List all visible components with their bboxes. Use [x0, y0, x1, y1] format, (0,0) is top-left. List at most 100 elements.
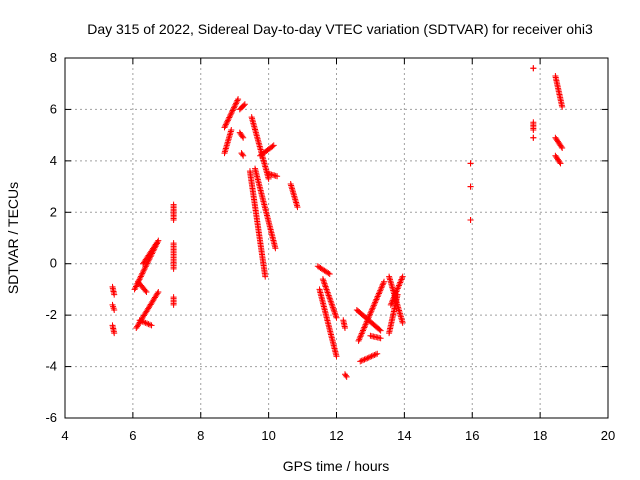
data-point — [361, 356, 368, 363]
data-point — [137, 274, 144, 281]
data-point — [148, 322, 155, 329]
data-point — [228, 108, 235, 115]
data-point — [239, 133, 246, 140]
data-point — [530, 65, 537, 72]
data-point — [142, 263, 149, 270]
data-point — [360, 326, 367, 333]
data-point — [370, 303, 377, 310]
data-point — [144, 320, 151, 327]
data-point — [321, 280, 328, 287]
data-point — [320, 279, 327, 286]
data-point — [141, 266, 148, 273]
data-point — [330, 305, 337, 312]
data-point — [361, 324, 368, 331]
data-point — [322, 282, 329, 289]
data-point — [394, 286, 401, 293]
data-point — [356, 334, 363, 341]
data-point — [331, 310, 338, 317]
data-point — [397, 278, 404, 285]
data-point — [324, 289, 331, 296]
data-point — [399, 273, 406, 280]
x-tick-label: 4 — [61, 428, 68, 443]
data-point — [147, 321, 154, 328]
data-point — [374, 293, 381, 300]
data-point — [367, 353, 374, 360]
data-point — [368, 353, 375, 360]
data-point — [327, 296, 334, 303]
x-tick-label: 12 — [329, 428, 343, 443]
data-point — [140, 267, 147, 274]
data-point — [380, 280, 387, 287]
data-point — [222, 123, 229, 130]
data-point — [397, 279, 404, 286]
data-point — [374, 350, 381, 357]
data-point — [269, 143, 276, 150]
data-point — [355, 337, 362, 344]
x-axis-label: GPS time / hours — [283, 458, 390, 474]
data-point — [229, 107, 236, 114]
data-point — [559, 145, 566, 151]
data-point — [333, 353, 340, 360]
data-point — [231, 103, 238, 110]
data-point — [170, 217, 177, 223]
data-point — [329, 304, 336, 311]
data-point — [241, 101, 248, 108]
x-tick-label: 8 — [197, 428, 204, 443]
data-point — [330, 307, 337, 314]
data-point — [111, 307, 118, 313]
data-point — [364, 355, 371, 362]
y-tick-label: -2 — [45, 307, 57, 322]
data-point — [371, 352, 378, 358]
data-point — [377, 287, 384, 294]
data-point — [227, 111, 234, 118]
data-point — [230, 106, 237, 113]
data-point — [377, 335, 384, 342]
data-point — [152, 241, 159, 248]
data-point — [154, 290, 161, 297]
data-point — [360, 327, 367, 334]
data-point — [342, 372, 349, 379]
data-point — [376, 289, 383, 296]
data-point — [366, 312, 373, 319]
data-point — [358, 330, 365, 337]
data-point — [358, 357, 365, 364]
data-point — [370, 302, 377, 309]
data-point — [376, 326, 383, 333]
data-point — [233, 100, 240, 107]
data-point — [111, 291, 118, 298]
data-point — [372, 297, 379, 304]
data-point — [326, 293, 333, 300]
data-point — [368, 306, 375, 313]
data-point — [362, 321, 369, 328]
data-point — [228, 110, 235, 117]
data-point — [367, 309, 374, 316]
data-point — [138, 317, 145, 324]
data-point — [377, 327, 384, 334]
data-point — [224, 117, 231, 124]
data-point — [142, 319, 149, 326]
data-point — [331, 308, 338, 315]
data-point — [332, 313, 339, 320]
axis-tick-labels: 4 6 8 10 12 14 16 18 20 -6 -4 -2 0 2 4 6 8 — [45, 50, 615, 443]
data-point — [136, 317, 143, 324]
data-point — [371, 300, 378, 307]
data-point — [372, 351, 379, 358]
data-point — [142, 287, 149, 294]
data-point — [357, 358, 364, 365]
data-point — [326, 271, 333, 277]
data-point — [369, 305, 376, 312]
data-point — [325, 292, 332, 299]
data-point — [233, 98, 240, 105]
data-point — [235, 96, 242, 103]
data-point — [357, 333, 364, 340]
data-point — [170, 265, 177, 272]
data-points — [109, 65, 566, 380]
data-point — [368, 308, 375, 315]
data-point — [325, 270, 332, 277]
x-tick-label: 10 — [261, 428, 275, 443]
data-point — [141, 319, 148, 326]
y-tick-label: 6 — [50, 101, 57, 116]
data-point — [467, 217, 474, 223]
data-point — [467, 160, 474, 167]
